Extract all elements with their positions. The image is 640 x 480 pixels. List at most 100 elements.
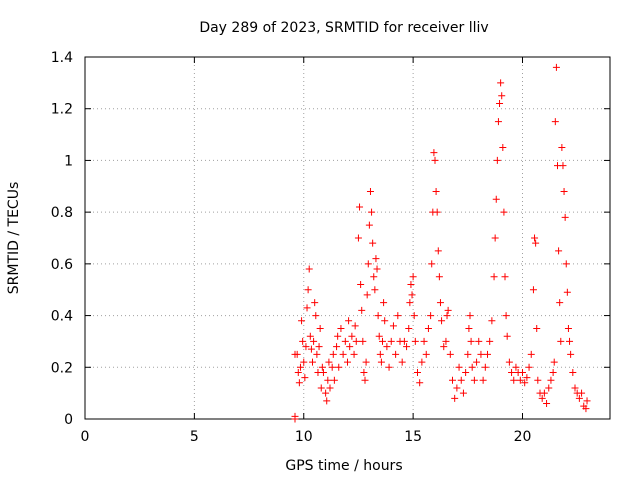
data-point	[446, 350, 454, 358]
data-point	[430, 149, 438, 157]
data-point	[380, 299, 388, 307]
data-point	[295, 379, 303, 387]
data-point	[444, 306, 452, 314]
data-point	[499, 144, 507, 151]
data-point	[302, 343, 310, 351]
data-point	[583, 397, 591, 405]
data-point	[552, 63, 560, 71]
data-point	[381, 317, 389, 325]
data-point	[508, 368, 516, 376]
data-point	[374, 312, 382, 320]
data-point	[330, 376, 338, 384]
data-point	[293, 350, 301, 358]
data-point	[312, 312, 320, 320]
data-point	[501, 273, 509, 281]
y-tick-labels: 0 0.2 0.4 0.6 0.8 1 1.2 1.4	[51, 50, 73, 428]
data-point	[351, 322, 359, 330]
axis-ticks	[84, 56, 610, 420]
data-point	[344, 358, 351, 366]
data-point	[477, 350, 485, 358]
data-point	[299, 337, 307, 345]
data-point	[304, 286, 312, 294]
data-point	[428, 260, 436, 268]
data-point	[323, 397, 331, 405]
data-point	[364, 260, 372, 268]
data-points	[291, 63, 591, 423]
data-point	[512, 363, 520, 371]
data-point	[405, 325, 413, 332]
data-point	[527, 350, 535, 358]
data-point	[549, 368, 557, 376]
data-point	[334, 332, 342, 340]
data-point	[375, 332, 383, 340]
data-point	[365, 221, 373, 229]
data-point	[455, 363, 463, 371]
data-point	[529, 286, 537, 294]
data-point	[464, 350, 472, 358]
data-point	[422, 350, 430, 358]
data-point	[411, 337, 419, 345]
data-point	[370, 273, 378, 281]
data-point	[322, 389, 330, 397]
data-point	[462, 368, 470, 376]
data-point	[519, 368, 526, 376]
x-tick-labels: 0 5 10 15 20	[81, 429, 532, 445]
data-point	[296, 363, 304, 371]
data-point	[559, 162, 567, 170]
data-point	[315, 343, 323, 351]
data-point	[556, 299, 564, 307]
data-point	[569, 368, 577, 376]
data-point	[564, 325, 572, 332]
data-point	[545, 384, 553, 392]
y-tick-label: 0	[64, 412, 73, 428]
data-point	[341, 337, 349, 345]
y-tick-label: 0.2	[51, 360, 73, 376]
data-point	[451, 394, 459, 402]
data-point	[443, 312, 451, 320]
data-point	[486, 337, 494, 345]
data-point	[313, 350, 321, 358]
data-point	[427, 312, 435, 320]
data-point	[420, 337, 428, 345]
data-point	[491, 234, 499, 242]
y-tick-label: 0.6	[51, 257, 73, 273]
data-point	[410, 312, 418, 320]
x-tick-label: 20	[514, 429, 532, 445]
data-point	[540, 389, 548, 397]
data-point	[291, 412, 299, 420]
data-point	[433, 208, 441, 216]
data-point	[368, 208, 376, 216]
x-tick-label: 0	[81, 429, 90, 445]
data-point	[406, 299, 414, 307]
data-point	[442, 337, 450, 345]
data-point	[498, 92, 506, 100]
data-point	[547, 376, 555, 384]
data-point	[523, 374, 531, 382]
data-point	[551, 118, 559, 126]
data-point	[371, 286, 379, 294]
data-point	[345, 317, 353, 325]
data-point	[453, 384, 461, 392]
data-point	[310, 337, 318, 345]
data-point	[510, 376, 518, 384]
data-point	[562, 260, 570, 268]
data-point	[387, 337, 395, 345]
data-point	[500, 208, 508, 216]
data-point	[408, 291, 416, 299]
data-point	[558, 144, 566, 151]
data-point	[440, 343, 448, 351]
data-point	[305, 265, 313, 273]
y-axis-label: SRMTID / TECUs	[6, 182, 22, 295]
data-point	[534, 376, 542, 384]
data-point	[532, 239, 540, 247]
data-point	[479, 376, 487, 384]
data-point	[533, 325, 541, 332]
data-point	[578, 389, 586, 397]
data-point	[502, 312, 510, 320]
data-point	[492, 195, 500, 203]
data-point	[362, 358, 370, 366]
data-point	[392, 350, 400, 358]
data-point	[490, 273, 498, 281]
data-point	[356, 203, 364, 211]
